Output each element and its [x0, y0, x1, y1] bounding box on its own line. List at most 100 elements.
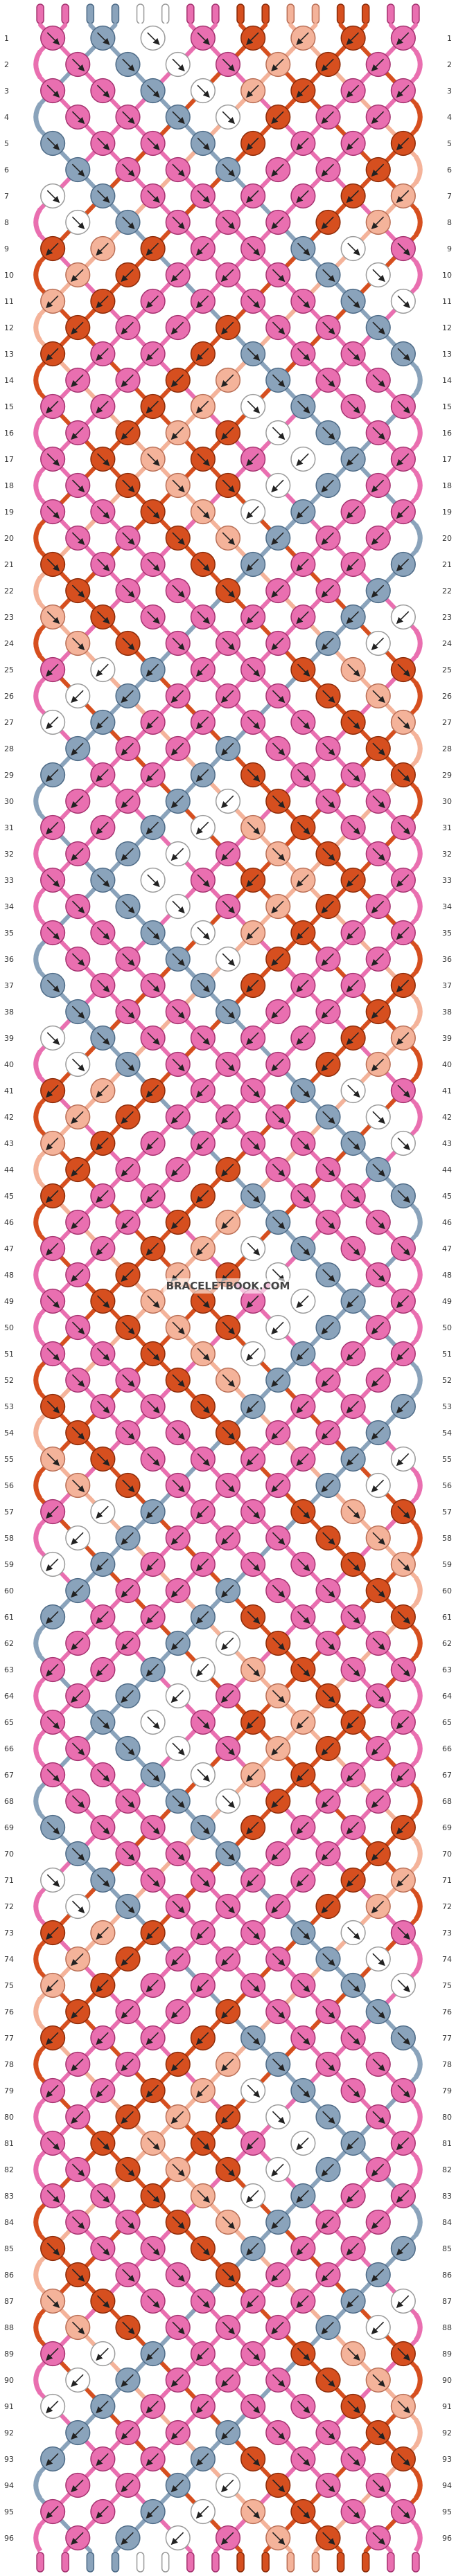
- forward-arrow-icon: [122, 1374, 135, 1388]
- backward-arrow-icon: [371, 163, 385, 177]
- forward-arrow-icon: [347, 1242, 360, 1256]
- backward-arrow-icon: [346, 1821, 359, 1835]
- forward-arrow-icon: [147, 1769, 160, 1782]
- forward-arrow-icon: [372, 1637, 385, 1651]
- top-string-7: [186, 3, 195, 24]
- bottom-string-2: [61, 2552, 69, 2573]
- backward-arrow-icon: [296, 84, 309, 98]
- row-label-right: 67: [442, 1771, 452, 1780]
- row-label-right: 78: [442, 2060, 452, 2069]
- row-label-left: 47: [4, 1244, 14, 1253]
- edge-string: [413, 839, 423, 868]
- backward-arrow-icon: [146, 1084, 159, 1098]
- backward-arrow-icon: [220, 1690, 234, 1703]
- backward-arrow-icon: [220, 427, 234, 440]
- edge-string: [33, 629, 43, 658]
- forward-arrow-icon: [347, 1663, 360, 1677]
- edge-string: [413, 1050, 423, 1079]
- forward-arrow-icon: [97, 1453, 110, 1467]
- row-label-left: 75: [4, 1981, 14, 1990]
- row-label-right: 82: [442, 2165, 452, 2174]
- row-label-left: 90: [4, 2376, 14, 2385]
- row-label-right: 35: [442, 929, 452, 938]
- forward-arrow-icon: [222, 584, 236, 598]
- forward-arrow-icon: [222, 58, 236, 72]
- backward-arrow-icon: [271, 1479, 284, 1493]
- backward-arrow-icon: [121, 1269, 134, 1282]
- row-label-right: 69: [442, 1823, 452, 1832]
- backward-arrow-icon: [271, 532, 284, 546]
- backward-arrow-icon: [321, 1795, 334, 1809]
- backward-arrow-icon: [346, 84, 359, 98]
- bottom-string-13: [336, 2552, 345, 2573]
- row-label-right: 14: [442, 376, 452, 385]
- backward-arrow-icon: [46, 716, 59, 730]
- forward-arrow-icon: [397, 1084, 410, 1098]
- forward-arrow-icon: [322, 1216, 335, 1230]
- backward-arrow-icon: [46, 400, 59, 414]
- backward-arrow-icon: [396, 1400, 410, 1414]
- forward-arrow-icon: [147, 1453, 160, 1467]
- backward-arrow-icon: [170, 1163, 184, 1177]
- backward-arrow-icon: [346, 1453, 359, 1467]
- row-label-left: 71: [4, 1876, 14, 1885]
- backward-arrow-icon: [396, 1716, 410, 1730]
- forward-arrow-icon: [247, 769, 261, 782]
- row-label-right: 39: [442, 1034, 452, 1043]
- backward-arrow-icon: [195, 663, 209, 677]
- forward-arrow-icon: [197, 1295, 210, 1309]
- backward-arrow-icon: [96, 1505, 109, 1519]
- backward-arrow-icon: [96, 821, 109, 835]
- backward-arrow-icon: [146, 1558, 159, 1572]
- forward-arrow-icon: [97, 874, 110, 888]
- forward-arrow-icon: [397, 400, 410, 414]
- row-label-right: 20: [442, 534, 452, 543]
- forward-arrow-icon: [71, 163, 85, 177]
- forward-arrow-icon: [322, 374, 335, 388]
- forward-arrow-icon: [46, 506, 60, 519]
- backward-arrow-icon: [220, 690, 234, 704]
- forward-arrow-icon: [172, 1005, 185, 1019]
- backward-arrow-icon: [271, 163, 284, 177]
- backward-arrow-icon: [396, 1348, 410, 1361]
- edge-string: [33, 2523, 43, 2552]
- forward-arrow-icon: [172, 163, 185, 177]
- backward-arrow-icon: [296, 190, 309, 204]
- row-label-left: 8: [4, 218, 9, 227]
- forward-arrow-icon: [172, 584, 185, 598]
- forward-arrow-icon: [97, 1032, 110, 1046]
- edge-string: [33, 2313, 43, 2342]
- forward-arrow-icon: [46, 84, 60, 98]
- watermark-text: BRACELETBOOK.COM: [166, 1280, 290, 1292]
- backward-arrow-icon: [71, 1111, 84, 1125]
- backward-arrow-icon: [46, 663, 59, 677]
- row-label-left: 31: [4, 823, 14, 832]
- edge-string: [413, 366, 423, 395]
- row-label-left: 33: [4, 876, 14, 885]
- forward-arrow-icon: [397, 663, 410, 677]
- row-label-right: 37: [442, 981, 452, 990]
- row-label-left: 72: [4, 1902, 14, 1911]
- edge-string: [413, 1576, 423, 1605]
- backward-arrow-icon: [396, 190, 410, 204]
- row-label-right: 93: [442, 2455, 452, 2464]
- edge-string: [33, 1839, 43, 1868]
- bottom-string-10: [261, 2552, 270, 2573]
- backward-arrow-icon: [396, 1453, 410, 1467]
- forward-arrow-icon: [122, 900, 135, 914]
- backward-arrow-icon: [321, 637, 334, 651]
- forward-arrow-icon: [272, 742, 286, 756]
- backward-arrow-icon: [195, 1505, 209, 1519]
- row-label-right: 88: [442, 2323, 452, 2332]
- backward-arrow-icon: [346, 611, 359, 625]
- backward-arrow-icon: [346, 1874, 359, 1888]
- row-label-left: 10: [4, 271, 14, 280]
- backward-arrow-icon: [220, 1637, 234, 1651]
- forward-arrow-icon: [147, 874, 160, 888]
- backward-arrow-icon: [271, 1321, 284, 1335]
- backward-arrow-icon: [46, 1242, 59, 1256]
- bottom-string-11: [286, 2552, 295, 2573]
- backward-arrow-icon: [170, 1111, 184, 1125]
- forward-arrow-icon: [147, 1821, 160, 1835]
- forward-arrow-icon: [46, 1348, 60, 1361]
